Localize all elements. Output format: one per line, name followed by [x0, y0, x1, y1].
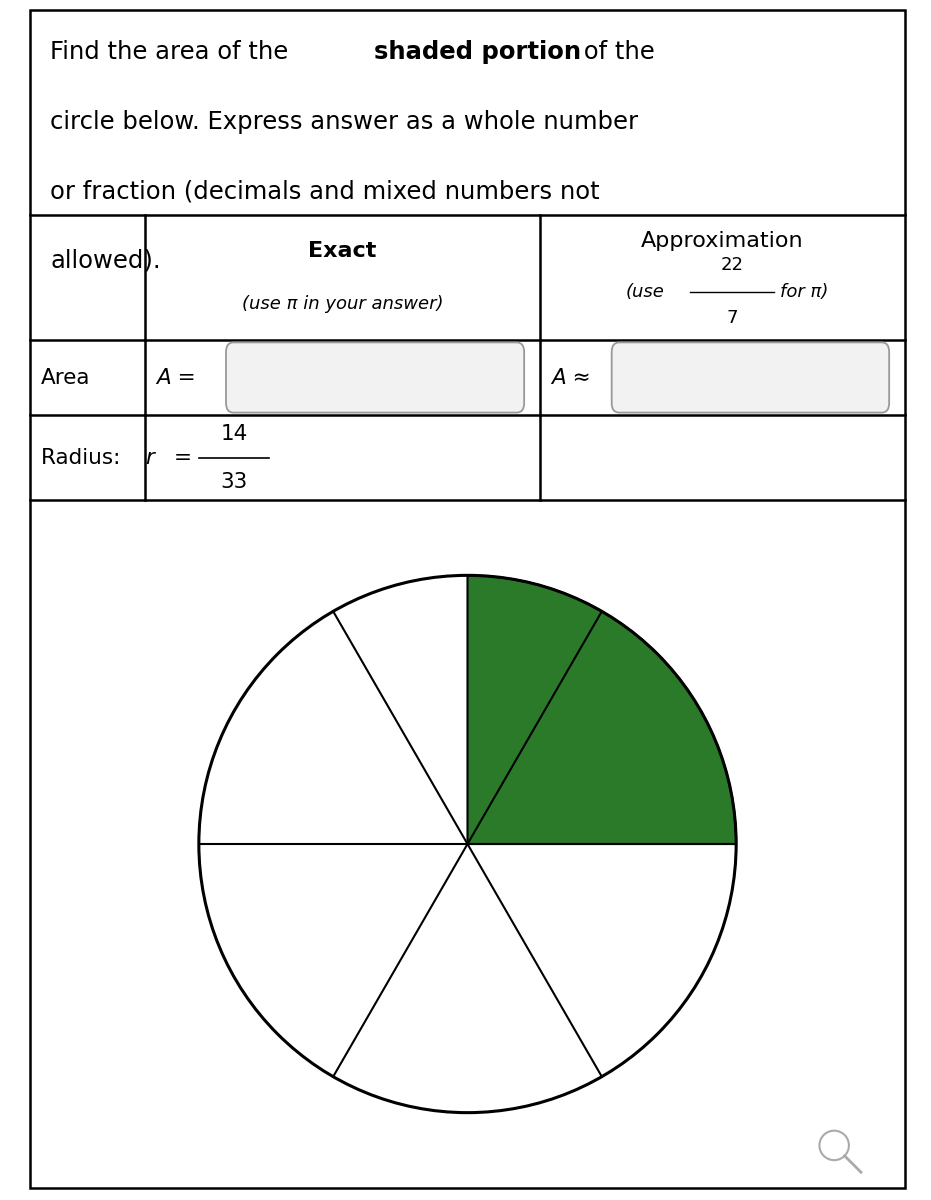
Text: of the: of the: [576, 40, 655, 64]
Text: for π): for π): [780, 283, 829, 301]
Text: shaded portion: shaded portion: [373, 40, 581, 64]
Text: circle below. Express answer as a whole number: circle below. Express answer as a whole …: [50, 109, 639, 133]
Text: Area: Area: [41, 367, 90, 388]
Text: A =: A =: [156, 367, 196, 388]
Text: Find the area of the: Find the area of the: [50, 40, 296, 64]
Text: A ≈: A ≈: [551, 367, 591, 388]
Text: or fraction (decimals and mixed numbers not: or fraction (decimals and mixed numbers …: [50, 179, 600, 203]
Text: 22: 22: [721, 257, 743, 275]
Text: 7: 7: [726, 310, 737, 328]
Text: (use π in your answer): (use π in your answer): [242, 295, 443, 313]
Text: r: r: [145, 448, 155, 468]
Text: allowed).: allowed).: [50, 248, 161, 272]
Text: Radius:: Radius:: [41, 448, 128, 468]
Text: (use: (use: [626, 283, 665, 301]
FancyBboxPatch shape: [612, 342, 889, 413]
Text: Exact: Exact: [308, 241, 377, 262]
FancyBboxPatch shape: [226, 342, 524, 413]
Text: Approximation: Approximation: [641, 232, 803, 252]
Text: 33: 33: [221, 472, 248, 492]
Wedge shape: [467, 575, 736, 844]
Text: =: =: [173, 448, 192, 468]
Text: 14: 14: [221, 424, 248, 444]
